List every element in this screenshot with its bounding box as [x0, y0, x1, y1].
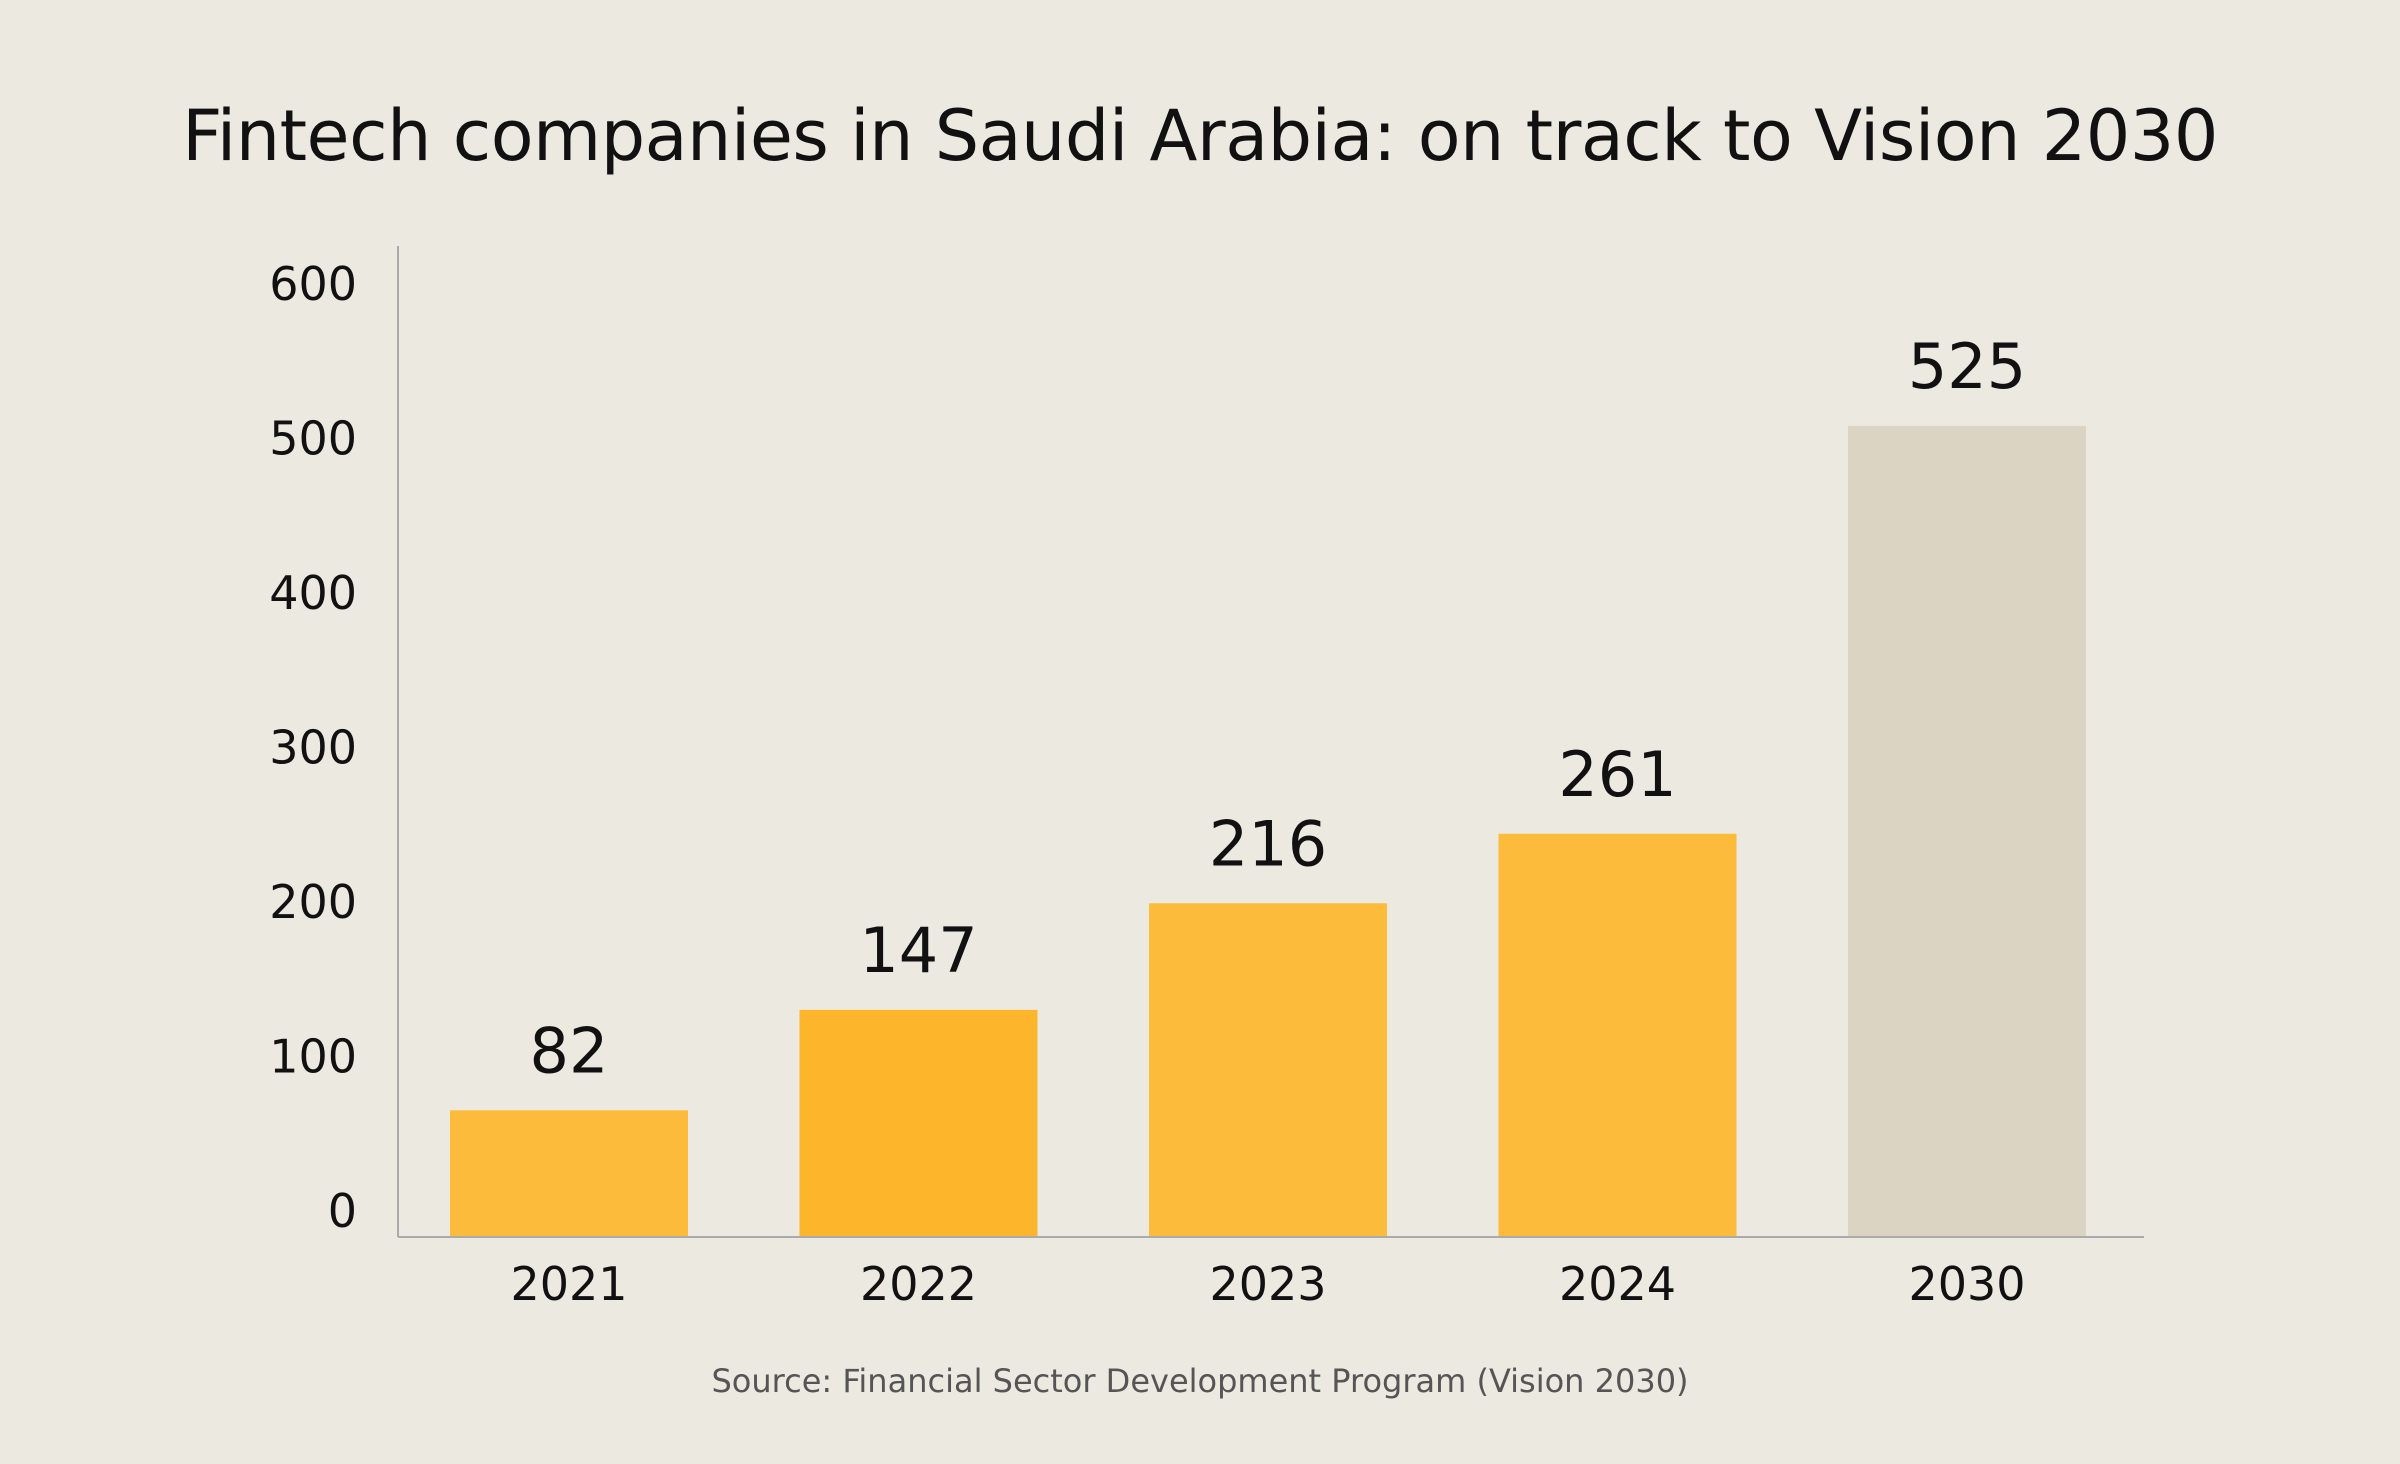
y-axis-ticks: 0 100 200 300 400 500 600	[269, 257, 357, 1238]
bar-2022	[799, 1009, 1038, 1237]
x-axis-ticks: 2021 2022 2023 2024 2030	[510, 1257, 2025, 1311]
value-labels-layer: 82 147 216 261 525	[530, 330, 2027, 1087]
value-label-2023: 216	[1209, 807, 1327, 880]
bar-2021	[450, 1110, 688, 1237]
y-tick-label: 400	[269, 566, 357, 620]
x-tick-label-2022: 2022	[860, 1257, 977, 1311]
x-tick-label-2021: 2021	[510, 1257, 627, 1311]
x-tick-label-2024: 2024	[1559, 1257, 1676, 1311]
y-tick-label: 200	[269, 875, 357, 929]
y-tick-label: 600	[269, 257, 357, 311]
chart-title: Fintech companies in Saudi Arabia: on tr…	[182, 95, 2218, 177]
y-tick-label: 500	[269, 412, 357, 466]
bar-2030	[1848, 425, 2086, 1237]
y-tick-label: 100	[269, 1030, 357, 1084]
value-label-2022: 147	[859, 914, 977, 987]
bars-layer	[450, 425, 2086, 1237]
value-label-2021: 82	[530, 1014, 609, 1087]
value-label-2024: 261	[1558, 738, 1676, 811]
y-tick-label: 300	[269, 721, 357, 775]
value-label-2030: 525	[1908, 330, 2026, 403]
bar-2024	[1498, 833, 1737, 1237]
chart-source-note: Source: Financial Sector Development Pro…	[711, 1362, 1689, 1400]
y-tick-label: 0	[328, 1184, 357, 1238]
bar-2023	[1149, 903, 1387, 1237]
x-tick-label-2023: 2023	[1209, 1257, 1326, 1311]
x-tick-label-2030: 2030	[1908, 1257, 2025, 1311]
